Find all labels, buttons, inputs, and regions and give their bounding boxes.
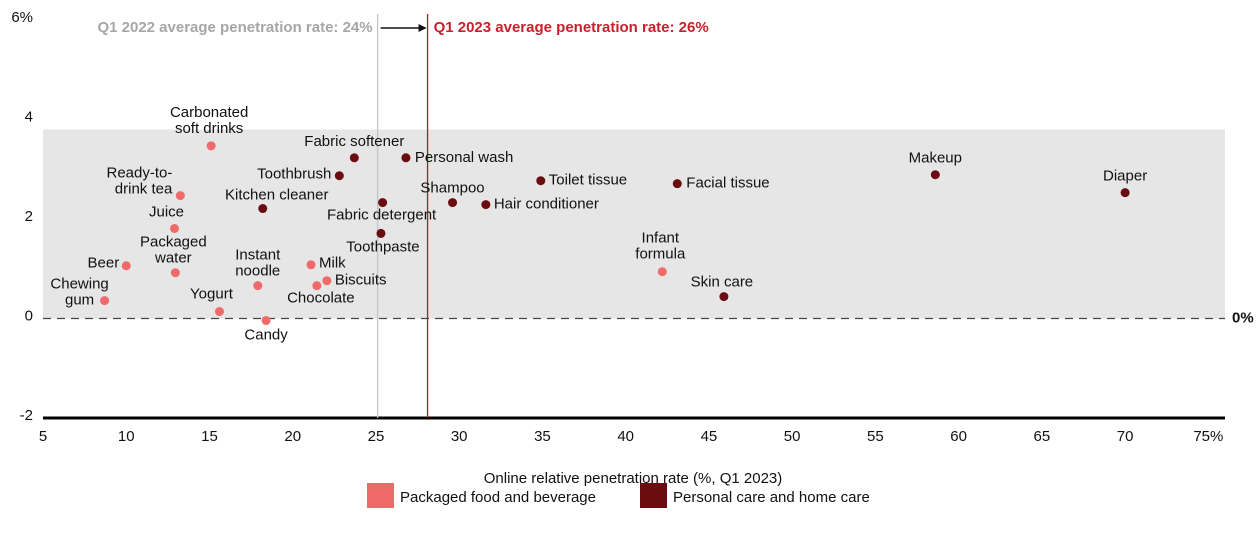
point bbox=[719, 292, 729, 302]
y-tick-label: 4 bbox=[25, 108, 33, 125]
point bbox=[322, 276, 332, 286]
x-tick-label: 15 bbox=[201, 428, 218, 445]
x-tick-label: 50 bbox=[784, 428, 801, 445]
point bbox=[401, 153, 411, 163]
point-label: Chewing bbox=[50, 276, 108, 293]
point-label: Yogurt bbox=[190, 286, 234, 303]
x-tick-label: 45 bbox=[701, 428, 718, 445]
point bbox=[258, 204, 268, 214]
legend-swatch bbox=[367, 483, 394, 508]
point bbox=[261, 315, 271, 325]
point-label: Facial tissue bbox=[686, 175, 769, 192]
point bbox=[1120, 188, 1130, 198]
x-tick-label: 5 bbox=[39, 428, 47, 445]
point-label: Toothbrush bbox=[257, 166, 331, 183]
point-label: Packaged bbox=[140, 234, 207, 251]
point bbox=[349, 153, 359, 163]
point bbox=[536, 176, 546, 186]
point bbox=[170, 268, 180, 278]
shaded-band bbox=[43, 129, 1225, 319]
x-tick-label: 20 bbox=[284, 428, 301, 445]
x-tick-label: 25 bbox=[368, 428, 385, 445]
point-label: water bbox=[154, 250, 192, 267]
x-tick-label: 35 bbox=[534, 428, 551, 445]
y-tick-label: -2 bbox=[20, 407, 33, 424]
point-label: Kitchen cleaner bbox=[225, 187, 328, 204]
x-tick-label: 70 bbox=[1117, 428, 1134, 445]
point-label: Makeup bbox=[909, 150, 962, 167]
legend-swatch bbox=[640, 483, 667, 508]
reference-label: Q1 2023 average penetration rate: 26% bbox=[434, 19, 709, 36]
point-label: Ready-to- bbox=[106, 165, 172, 182]
point-label: formula bbox=[635, 246, 686, 263]
point bbox=[121, 261, 131, 271]
point-label: Juice bbox=[149, 203, 184, 220]
y-tick-label: 2 bbox=[25, 208, 33, 225]
point-label: Instant bbox=[235, 247, 281, 264]
point-label: Carbonated bbox=[170, 104, 248, 121]
reference-label: Q1 2022 average penetration rate: 24% bbox=[97, 19, 372, 36]
x-tick-label: 30 bbox=[451, 428, 468, 445]
legend-label: Packaged food and beverage bbox=[400, 489, 596, 506]
point bbox=[206, 141, 216, 151]
y-tick-label: 0 bbox=[25, 307, 33, 324]
point-label: Toilet tissue bbox=[549, 172, 627, 189]
point bbox=[672, 179, 682, 189]
point bbox=[214, 307, 224, 317]
point-label: Hair conditioner bbox=[494, 196, 599, 213]
zero-label: 0% bbox=[1232, 309, 1254, 326]
point bbox=[376, 228, 386, 238]
point-label: Biscuits bbox=[335, 272, 387, 289]
point bbox=[481, 200, 491, 210]
point bbox=[306, 260, 316, 270]
x-tick-label: 65 bbox=[1034, 428, 1051, 445]
point-label: Shampoo bbox=[420, 180, 484, 197]
point bbox=[378, 198, 388, 208]
point-label: Personal wash bbox=[415, 149, 513, 166]
point bbox=[657, 267, 667, 277]
point bbox=[253, 281, 263, 291]
x-tick-label: 75% bbox=[1193, 428, 1223, 445]
x-tick-label: 60 bbox=[950, 428, 967, 445]
point-label: noodle bbox=[235, 263, 280, 280]
point-label: Fabric detergent bbox=[327, 207, 437, 224]
point bbox=[334, 171, 344, 181]
point-label: drink tea bbox=[115, 181, 173, 198]
point-label: Chocolate bbox=[287, 290, 355, 307]
point-label: Fabric softener bbox=[304, 133, 404, 150]
point bbox=[100, 296, 110, 306]
point bbox=[448, 198, 458, 208]
point-label: Candy bbox=[244, 326, 288, 343]
x-tick-label: 10 bbox=[118, 428, 135, 445]
point-label: Milk bbox=[319, 255, 346, 272]
point-label: Toothpaste bbox=[346, 238, 419, 255]
x-tick-label: 40 bbox=[617, 428, 634, 445]
point-label: soft drinks bbox=[175, 120, 243, 137]
point bbox=[930, 170, 940, 180]
point bbox=[175, 191, 185, 201]
legend-label: Personal care and home care bbox=[673, 489, 870, 506]
y-tick-label: 6% bbox=[11, 9, 33, 26]
point-label: Diaper bbox=[1103, 168, 1147, 185]
x-axis-label: Online relative penetration rate (%, Q1 … bbox=[484, 470, 783, 487]
point-label: Infant bbox=[642, 230, 680, 247]
point-label: Skin care bbox=[691, 274, 754, 291]
point bbox=[312, 281, 322, 291]
point bbox=[170, 223, 180, 233]
point-label: Beer bbox=[88, 255, 120, 272]
x-tick-label: 55 bbox=[867, 428, 884, 445]
point-label: gum bbox=[65, 292, 94, 309]
